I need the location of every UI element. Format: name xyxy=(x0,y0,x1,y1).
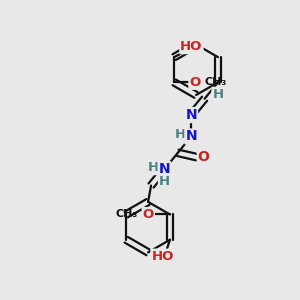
Text: CH₃: CH₃ xyxy=(205,77,227,87)
Text: O: O xyxy=(189,76,201,89)
Text: H: H xyxy=(159,175,170,188)
Text: N: N xyxy=(185,108,197,122)
Text: O: O xyxy=(143,208,154,221)
Text: O: O xyxy=(198,150,210,164)
Text: HO: HO xyxy=(152,250,174,262)
Text: N: N xyxy=(159,162,170,176)
Text: H: H xyxy=(148,161,159,174)
Text: CH₃: CH₃ xyxy=(116,209,138,220)
Text: HO: HO xyxy=(180,40,202,53)
Text: H: H xyxy=(174,128,185,142)
Text: N: N xyxy=(185,130,197,143)
Text: H: H xyxy=(212,88,224,101)
